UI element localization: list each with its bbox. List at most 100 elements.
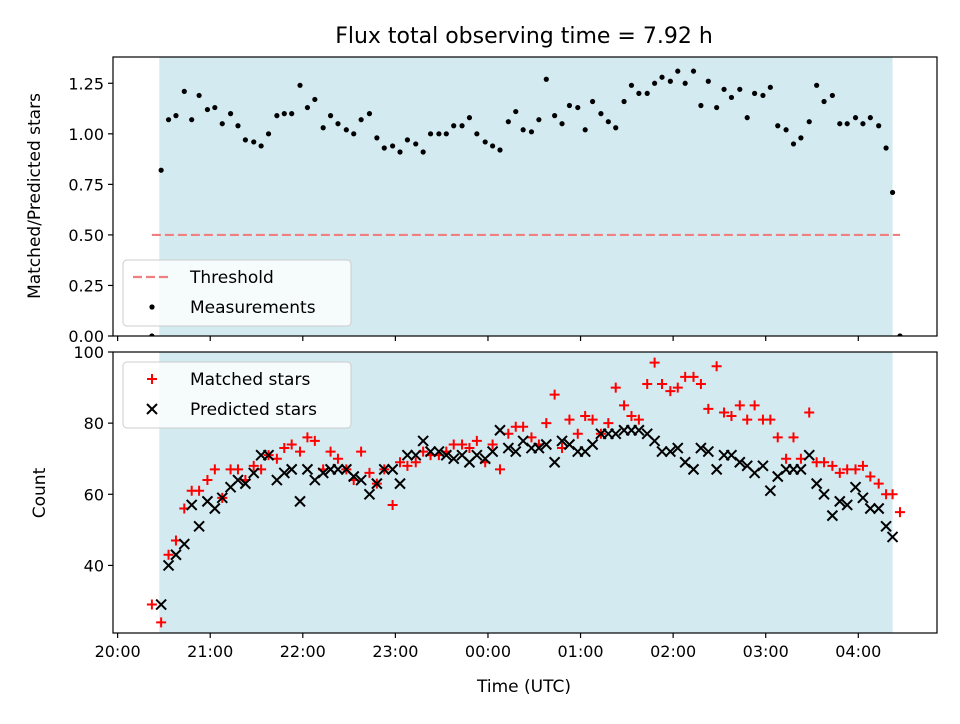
matched-star-point [850,464,861,475]
measurement-point [304,104,311,111]
predicted-star-point [348,470,360,483]
measurement-point [513,108,519,115]
legend-matched-swatch [147,374,157,384]
matched-star-point [610,382,621,393]
measurement-point [690,68,697,74]
matched-star-point [457,439,468,450]
matched-star-point [248,460,259,471]
predicted-star-point [826,509,839,522]
matched-star-point [295,446,306,457]
predicted-star-point [170,549,182,561]
matched-star-point [364,467,375,478]
predicted-star-point [702,445,715,458]
matched-star-point [163,549,174,560]
measurement-point [728,94,735,101]
measurement-point [466,115,473,121]
matched-star-point [286,439,297,450]
predicted-star-point [510,445,522,458]
predicted-star-point [502,442,515,454]
matched-star-point [279,443,290,454]
top-y-tick-label: 0.25 [68,276,104,295]
predicted-star-point [262,449,275,461]
top-y-tick-label: 0.00 [68,327,104,346]
matched-star-point [734,400,745,411]
matched-star-point [857,460,868,471]
predicted-star-point [178,538,190,550]
top-axes-frame [112,56,938,337]
measurement-point [852,115,859,121]
bottom-y-tick-label: 80 [84,414,104,433]
x-tick-label: 21:00 [187,642,233,661]
measurement-point [219,121,225,127]
matched-star-point [703,403,714,414]
measurement-point [821,98,827,105]
matched-star-point [325,446,336,457]
measurement-point [582,127,588,133]
bottom-axes-frame [112,351,938,634]
x-tick-label: 22:00 [280,642,326,661]
matched-star-point [232,464,243,475]
predicted-star-point [278,467,290,479]
top-legend: Threshold Measurements [122,259,352,327]
measurement-point [427,131,434,137]
predicted-star-point [864,502,877,515]
measurement-point [675,68,681,74]
measurement-point [489,143,496,149]
measurement-point [621,98,627,105]
matched-star-point [688,371,699,382]
bottom-y-axis-label: Count [30,467,50,518]
predicted-star-point [378,463,390,476]
measurement-point [575,104,581,111]
measurement-point [790,141,797,147]
bottom-legend-label: Predicted stars [190,400,317,420]
predicted-star-point [834,495,846,508]
measurement-point [196,92,202,99]
measurement-point [682,80,688,86]
matched-star-point [657,379,668,390]
measurement-point [281,111,287,117]
matched-star-point [271,453,282,464]
predicted-star-point [294,495,306,508]
measurement-point [390,143,396,149]
measurement-point [536,117,542,123]
measurement-point [366,111,373,117]
measurement-point [265,131,272,137]
top-legend-label: Measurements [190,298,316,318]
measurement-point [721,86,727,92]
predicted-star-point [317,467,329,479]
measurement-point [883,145,889,151]
matched-star-point [395,457,406,468]
measurement-point [589,98,596,105]
top-legend-label: Threshold [189,268,274,288]
top-y-axis-label: Matched/Predicted stars [25,93,45,299]
measurement-point [543,76,549,82]
measurement-point [173,113,179,119]
measurement-point [181,88,187,94]
bottom-axes: 40 60 80 100 20:00 21:00 22:00 23:00 00:00 01:00 0… [30,343,938,661]
x-tick-label: 04:00 [835,642,881,661]
predicted-star-point [586,438,599,451]
predicted-star-point [355,474,367,486]
matched-star-point [549,389,560,400]
x-tick-label: 00:00 [465,642,511,661]
x-tick-label: 01:00 [557,642,603,661]
predicted-star-point [417,435,429,447]
measurement-point [497,147,503,153]
measurement-point [212,104,218,111]
predicted-star-point [216,492,228,504]
bottom-y-tick-label: 60 [84,485,104,504]
matched-star-point [819,457,830,468]
measurement-point [327,113,334,119]
measurement-point [235,123,241,129]
measurement-point [528,129,535,135]
matched-star-point [887,489,898,500]
measurement-point [767,84,773,90]
predicted-star-point [209,502,221,515]
measurement-point [436,131,442,137]
top-y-tick-label: 0.75 [68,175,104,194]
predicted-star-point [710,463,723,476]
matched-star-point [587,414,598,425]
bottom-y-tick-label: 40 [84,556,104,575]
measurement-point [744,115,750,121]
